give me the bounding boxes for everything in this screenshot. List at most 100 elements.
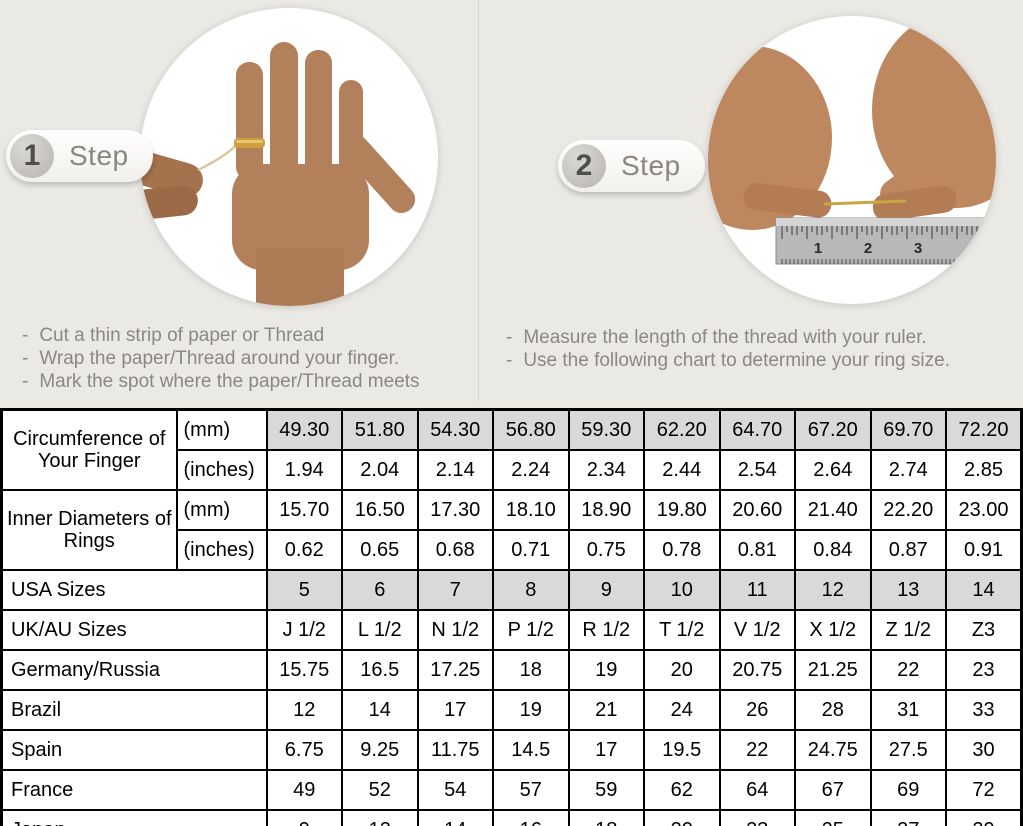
size-value-cell: 2.34: [567, 449, 645, 491]
size-value-cell: 12: [794, 569, 872, 611]
middle-finger-icon: [270, 42, 298, 180]
size-value-cell: 14: [416, 809, 494, 826]
size-value-cell: 64.70: [718, 408, 796, 451]
row-unit: (inches): [175, 529, 268, 571]
size-value-cell: 67: [794, 769, 872, 811]
size-value-cell: R 1/2: [567, 609, 645, 651]
table-row: UK/AU Sizes J 1/2 L 1/2 N 1/2 P 1/2 R 1/2 T 1/…: [0, 609, 1023, 651]
size-value-cell: 59: [567, 769, 645, 811]
size-value-cell: X 1/2: [794, 609, 872, 651]
size-value-cell: 16.50: [341, 489, 419, 531]
size-value-cell: 2.04: [341, 449, 419, 491]
size-value-cell: V 1/2: [718, 609, 796, 651]
instruction-text: Measure the length of the thread with yo…: [523, 327, 927, 348]
size-value-cell: 23.00: [945, 489, 1023, 531]
row-label: Japan: [0, 809, 268, 826]
row-label: Circumference of Your Finger: [0, 408, 178, 491]
size-value-cell: 57: [492, 769, 570, 811]
size-value-cell: 26: [718, 689, 796, 731]
size-value-cell: 72: [945, 769, 1023, 811]
instruction-text: Cut a thin strip of paper or Thread: [39, 325, 325, 346]
size-value-cell: 2.44: [643, 449, 721, 491]
size-value-cell: 0.84: [794, 529, 872, 571]
bullet-dash: -: [506, 350, 513, 371]
size-value-cell: 72.20: [945, 408, 1023, 451]
row-unit: (inches): [175, 449, 268, 491]
gold-ring-highlight: [236, 140, 263, 143]
right-thumb-icon: [872, 185, 957, 221]
size-value-cell: 19: [492, 689, 570, 731]
step2-instructions: - Measure the length of the thread with y…: [506, 326, 950, 372]
size-value-cell: 27.5: [869, 729, 947, 771]
size-value-cell: 2.74: [869, 449, 947, 491]
instruction-item: - Use the following chart to determine yo…: [506, 349, 950, 372]
size-value-cell: 69.70: [869, 408, 947, 451]
size-value-cell: 29: [945, 809, 1023, 826]
size-value-cell: 20.75: [718, 649, 796, 691]
size-value-cell: 24.75: [794, 729, 872, 771]
ruler-number-3: 3: [914, 240, 922, 257]
size-value-cell: 14.5: [492, 729, 570, 771]
ruler-icon: 1 2 3: [775, 217, 985, 265]
gold-thread-icon: [823, 199, 907, 206]
size-value-cell: 14: [945, 569, 1023, 611]
size-value-cell: 2.64: [794, 449, 872, 491]
size-value-cell: 17.30: [416, 489, 494, 531]
size-value-cell: 22.20: [869, 489, 947, 531]
measuring-hands-icon: 1 2 3: [708, 16, 996, 265]
size-value-cell: 13: [869, 569, 947, 611]
helper-finger-icon: [140, 143, 203, 198]
size-value-cell: 2.14: [416, 449, 494, 491]
size-value-cell: 9: [265, 809, 343, 826]
size-value-cell: 51.80: [341, 408, 419, 451]
size-value-cell: 22: [718, 729, 796, 771]
size-value-cell: 56.80: [492, 408, 570, 451]
size-value-cell: 24: [643, 689, 721, 731]
ruler-number-2: 2: [864, 240, 872, 257]
step1-label: Step: [69, 140, 129, 171]
size-value-cell: 30: [945, 729, 1023, 771]
table-row: Japan9121416182023252729: [0, 809, 1023, 826]
size-value-cell: 16.5: [341, 649, 419, 691]
bullet-dash: -: [22, 325, 29, 346]
size-value-cell: 21.40: [794, 489, 872, 531]
table-row: Brazil 12 14 17 19 21 24 26 28 31 33: [0, 689, 1023, 731]
palm-icon: [232, 164, 369, 270]
size-value-cell: 0.81: [718, 529, 796, 571]
size-value-cell: 20: [643, 809, 721, 826]
size-value-cell: 8: [492, 569, 570, 611]
thread-icon: [197, 145, 236, 172]
ruler-number-1: 1: [814, 240, 822, 257]
size-value-cell: 28: [794, 689, 872, 731]
size-value-cell: 0.68: [416, 529, 494, 571]
top-section: 1 2 3 1 Step 2 Step - Cut a thin strip of…: [0, 0, 1023, 409]
size-value-cell: 1.94: [265, 449, 343, 491]
row-label: UK/AU Sizes: [0, 609, 268, 651]
size-value-cell: 12: [341, 809, 419, 826]
size-value-cell: 18: [567, 809, 645, 826]
bullet-dash: -: [22, 348, 29, 369]
instruction-item: - Measure the length of the thread with y…: [506, 326, 950, 349]
size-value-cell: 0.87: [869, 529, 947, 571]
instruction-text: Use the following chart to determine you…: [523, 350, 950, 371]
size-value-cell: 62: [643, 769, 721, 811]
instruction-item: - Cut a thin strip of paper or Thread: [22, 324, 420, 347]
size-value-cell: 18.10: [492, 489, 570, 531]
size-value-cell: 25: [794, 809, 872, 826]
size-value-cell: 2.24: [492, 449, 570, 491]
table-row: Circumference of Your Finger (mm) 49.30 51.…: [0, 408, 1023, 491]
size-value-cell: 64: [718, 769, 796, 811]
left-thumb-icon: [743, 183, 832, 218]
size-value-cell: 0.62: [265, 529, 343, 571]
size-value-cell: 2.54: [718, 449, 796, 491]
left-index-icon: [751, 118, 823, 184]
size-value-cell: 67.20: [794, 408, 872, 451]
size-value-cell: 59.30: [567, 408, 645, 451]
row-label: Brazil: [0, 689, 268, 731]
size-value-cell: 6: [341, 569, 419, 611]
size-value-cell: 69: [869, 769, 947, 811]
instruction-text: Mark the spot where the paper/Thread mee…: [39, 371, 420, 392]
step1-instructions: - Cut a thin strip of paper or Thread - Wr…: [22, 324, 420, 393]
row-label: USA Sizes: [0, 569, 268, 611]
